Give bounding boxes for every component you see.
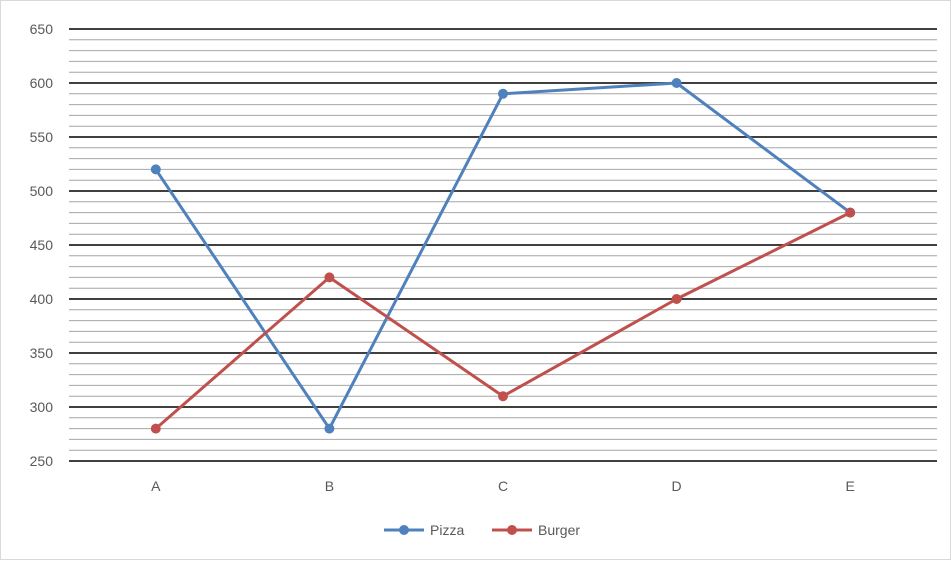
data-point-marker xyxy=(498,88,508,99)
data-point-marker xyxy=(498,391,508,402)
x-tick-label: E xyxy=(846,478,855,494)
y-tick-label: 550 xyxy=(30,129,54,145)
data-point-marker xyxy=(671,294,682,304)
series-burger xyxy=(150,207,856,434)
legend-marker xyxy=(507,525,517,535)
x-tick-label: B xyxy=(325,478,334,494)
x-tick-label: C xyxy=(498,478,508,494)
legend-label: Pizza xyxy=(430,522,464,538)
y-tick-label: 650 xyxy=(30,21,54,37)
data-point-marker xyxy=(150,164,161,175)
y-tick-label: 400 xyxy=(30,291,54,307)
legend-item-pizza: Pizza xyxy=(384,522,464,538)
gridlines xyxy=(69,28,937,462)
y-tick-label: 250 xyxy=(30,453,54,469)
legend-marker xyxy=(399,525,409,535)
y-tick-label: 500 xyxy=(30,183,54,199)
data-point-marker xyxy=(671,78,682,88)
x-tick-label: D xyxy=(672,478,682,494)
y-axis-tick-labels: 250 300 350 400 450 500 550 600 650 xyxy=(30,21,54,469)
data-point-marker xyxy=(324,423,335,434)
y-tick-label: 350 xyxy=(30,345,54,361)
data-point-marker xyxy=(324,272,335,283)
series-lines xyxy=(150,78,856,434)
y-tick-label: 300 xyxy=(30,399,54,415)
x-axis-tick-labels: A B C D E xyxy=(151,478,855,494)
x-tick-label: A xyxy=(151,478,161,494)
legend-item-burger: Burger xyxy=(492,522,580,538)
data-point-marker xyxy=(845,207,856,218)
data-point-marker xyxy=(150,423,161,434)
y-tick-label: 600 xyxy=(30,75,54,91)
legend-label: Burger xyxy=(538,522,580,538)
y-tick-label: 450 xyxy=(30,237,54,253)
legend: Pizza Burger xyxy=(384,522,580,538)
